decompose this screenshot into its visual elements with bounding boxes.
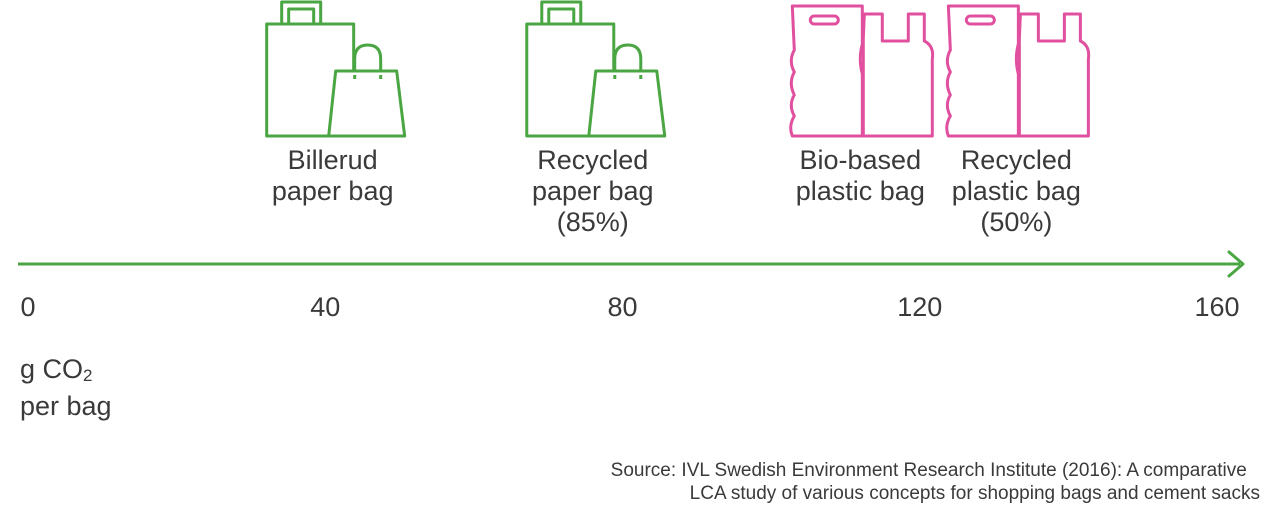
source-line-1: Source: IVL Swedish Environment Research… — [610, 460, 1247, 481]
bag-label: Recycled plastic bag (50%) — [952, 145, 1081, 238]
paper-bag-icon — [265, 0, 407, 138]
bag-label-line: (50%) — [980, 207, 1053, 237]
bag-label-line: paper bag — [531, 176, 654, 206]
bag-label-line: Recycled — [537, 145, 649, 175]
tick-label: 0 — [20, 292, 36, 322]
tick-label: 160 — [1194, 292, 1240, 322]
unit-prefix: g CO — [20, 354, 84, 384]
paper-bag-icon — [525, 0, 667, 138]
bag-label: Recycled paper bag (85%) — [532, 145, 654, 238]
x-axis — [18, 250, 1245, 278]
tick-label: 80 — [607, 292, 638, 322]
source-note: Source: IVL Swedish Environment Research… — [611, 459, 1260, 505]
bag-label-line: plastic bag — [951, 176, 1081, 206]
source-line-2: LCA study of various concepts for shoppi… — [689, 483, 1260, 504]
bag-label-line: (85%) — [556, 207, 629, 237]
plastic-bag-icon — [945, 4, 1091, 138]
bag-label: Bio-based plastic bag — [796, 145, 925, 207]
bag-label-line: plastic bag — [795, 176, 925, 206]
bag-label-line: Bio-based — [799, 145, 922, 175]
bag-label: Billerud paper bag — [272, 145, 394, 207]
plastic-bag-icon — [789, 4, 935, 138]
unit-label: g CO2 per bag — [20, 354, 112, 422]
tick-label: 120 — [897, 292, 943, 322]
unit-suffix: per bag — [20, 391, 112, 421]
bag-label-line: Recycled — [960, 145, 1072, 175]
bag-label-line: Billerud — [287, 145, 378, 175]
bag-label-line: paper bag — [271, 176, 394, 206]
axis-arrow — [1227, 250, 1245, 278]
bag-icons — [265, 0, 1091, 138]
unit-subscript: 2 — [83, 366, 93, 385]
tick-label: 40 — [310, 292, 341, 322]
